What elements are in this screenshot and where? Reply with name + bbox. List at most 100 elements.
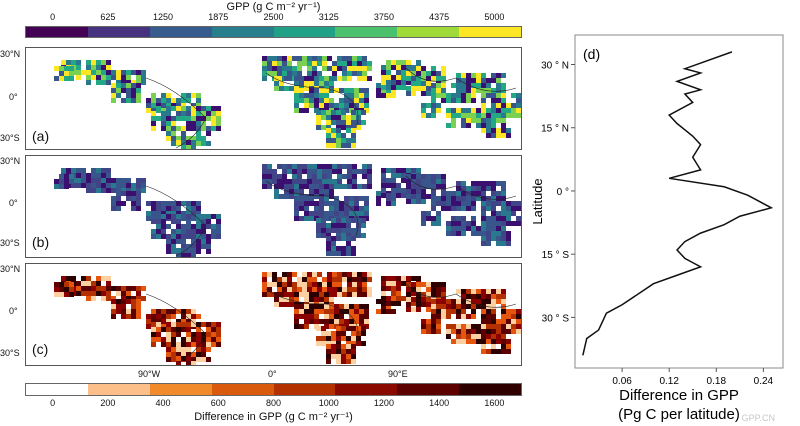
grid-cell	[351, 115, 356, 120]
grid-cell	[451, 329, 456, 334]
grid-cell	[336, 236, 341, 241]
grid-cell	[359, 196, 364, 201]
grid-cell	[491, 289, 496, 294]
grid-cell	[466, 339, 471, 344]
grid-cell	[486, 201, 491, 206]
grid-cell	[319, 196, 324, 201]
grid-cell	[181, 131, 186, 136]
grid-cell	[196, 136, 201, 141]
grid-cell	[391, 276, 396, 281]
grid-cell	[324, 324, 329, 329]
grid-cell	[481, 98, 486, 103]
grid-cell	[171, 141, 176, 146]
grid-cell	[131, 196, 136, 201]
grid-cell	[341, 349, 346, 354]
grid-cell	[491, 93, 496, 98]
grid-cell	[294, 184, 299, 189]
grid-cell	[186, 229, 191, 234]
grid-cell	[421, 174, 426, 179]
grid-cell	[381, 168, 386, 173]
grid-cell	[362, 292, 367, 297]
grid-cell	[136, 93, 141, 98]
grid-cell	[59, 174, 64, 179]
grid-cell	[362, 71, 367, 76]
grid-cell	[287, 282, 292, 287]
grid-cell	[357, 272, 362, 277]
grid-cell	[491, 299, 496, 304]
grid-cell	[476, 339, 481, 344]
grid-cell	[336, 326, 341, 331]
grid-cell	[136, 201, 141, 206]
grid-cell	[312, 61, 317, 66]
grid-cell	[196, 342, 201, 347]
watermark: GPP.CN	[742, 413, 775, 423]
grid-cell	[121, 309, 126, 314]
grid-cell	[446, 304, 451, 309]
grid-cell	[436, 179, 441, 184]
grid-cell	[386, 93, 391, 98]
grid-cell	[106, 183, 111, 188]
grid-cell	[344, 211, 349, 216]
grid-cell	[456, 324, 461, 329]
grid-cell	[327, 66, 332, 71]
grid-cell	[496, 108, 501, 113]
grid-cell	[81, 178, 86, 183]
grid-cell	[316, 336, 321, 341]
grid-cell	[262, 292, 267, 297]
grid-cell	[386, 301, 391, 306]
grid-cell	[294, 206, 299, 211]
grid-cell	[406, 174, 411, 179]
grid-cell	[191, 361, 196, 366]
grid-cell	[302, 61, 307, 66]
bottom-colorbar-tick-label: 1400	[429, 398, 450, 408]
grid-cell	[316, 110, 321, 115]
grid-cell	[327, 287, 332, 292]
grid-cell	[341, 228, 346, 233]
grid-cell	[491, 73, 496, 78]
grid-cell	[336, 344, 341, 349]
grid-cell	[302, 56, 307, 61]
grid-cell	[461, 221, 466, 226]
grid-cell	[272, 272, 277, 277]
grid-cell	[491, 98, 496, 103]
grid-cell	[391, 168, 396, 173]
grid-cell	[141, 188, 146, 193]
grid-cell	[501, 236, 506, 241]
grid-cell	[294, 196, 299, 201]
grid-cell	[506, 128, 511, 133]
grid-cell	[317, 169, 322, 174]
grid-cell	[354, 206, 359, 211]
grid-cell	[466, 88, 471, 93]
grid-cell	[176, 332, 181, 337]
grid-cell	[309, 81, 314, 86]
grid-cell	[461, 216, 466, 221]
grid-cell	[491, 324, 496, 329]
grid-cell	[299, 184, 304, 189]
grid-cell	[151, 219, 156, 224]
grid-cell	[262, 61, 267, 66]
grid-cell	[279, 302, 284, 307]
grid-cell	[304, 86, 309, 91]
grid-cell	[347, 184, 352, 189]
grid-cell	[69, 174, 74, 179]
grid-cell	[357, 66, 362, 71]
grid-cell	[406, 282, 411, 287]
grid-cell	[351, 331, 356, 336]
grid-cell	[307, 179, 312, 184]
grid-cell	[431, 76, 436, 81]
grid-cell	[151, 116, 156, 121]
map-b-gpp	[54, 164, 521, 258]
grid-cell	[302, 164, 307, 169]
grid-cell	[406, 66, 411, 71]
grid-cell	[336, 246, 341, 251]
grid-cell	[324, 196, 329, 201]
grid-cell	[181, 116, 186, 121]
grid-cell	[347, 61, 352, 66]
grid-cell	[351, 133, 356, 138]
grid-cell	[111, 206, 116, 211]
grid-cell	[307, 287, 312, 292]
bottom-colorbar-swatch	[87, 384, 150, 395]
grid-cell	[466, 206, 471, 211]
grid-cell	[471, 231, 476, 236]
grid-cell	[326, 115, 331, 120]
